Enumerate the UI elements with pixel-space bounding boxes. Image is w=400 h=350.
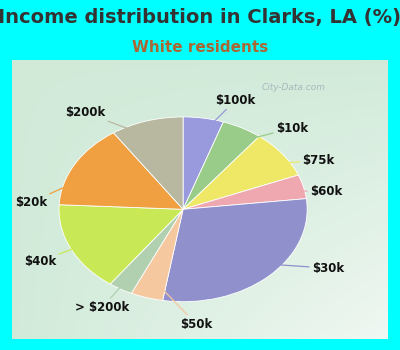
Wedge shape (110, 209, 183, 293)
Wedge shape (183, 175, 306, 209)
Text: $100k: $100k (202, 93, 256, 134)
Text: Income distribution in Clarks, LA (%): Income distribution in Clarks, LA (%) (0, 8, 400, 27)
Text: $60k: $60k (282, 184, 342, 198)
Text: $40k: $40k (24, 242, 91, 268)
Wedge shape (131, 209, 183, 300)
Wedge shape (183, 117, 223, 209)
Wedge shape (59, 205, 183, 284)
Wedge shape (163, 199, 307, 302)
Text: $10k: $10k (233, 121, 308, 144)
Text: $30k: $30k (254, 261, 344, 275)
Wedge shape (114, 117, 183, 209)
Wedge shape (59, 133, 183, 209)
Text: $50k: $50k (156, 282, 212, 331)
Wedge shape (183, 136, 298, 209)
Text: City-Data.com: City-Data.com (262, 83, 326, 92)
Text: > $200k: > $200k (75, 275, 131, 314)
Text: $200k: $200k (65, 106, 151, 138)
Wedge shape (183, 122, 259, 209)
Text: $20k: $20k (15, 174, 94, 209)
Text: $75k: $75k (266, 154, 334, 167)
Text: White residents: White residents (132, 40, 268, 55)
